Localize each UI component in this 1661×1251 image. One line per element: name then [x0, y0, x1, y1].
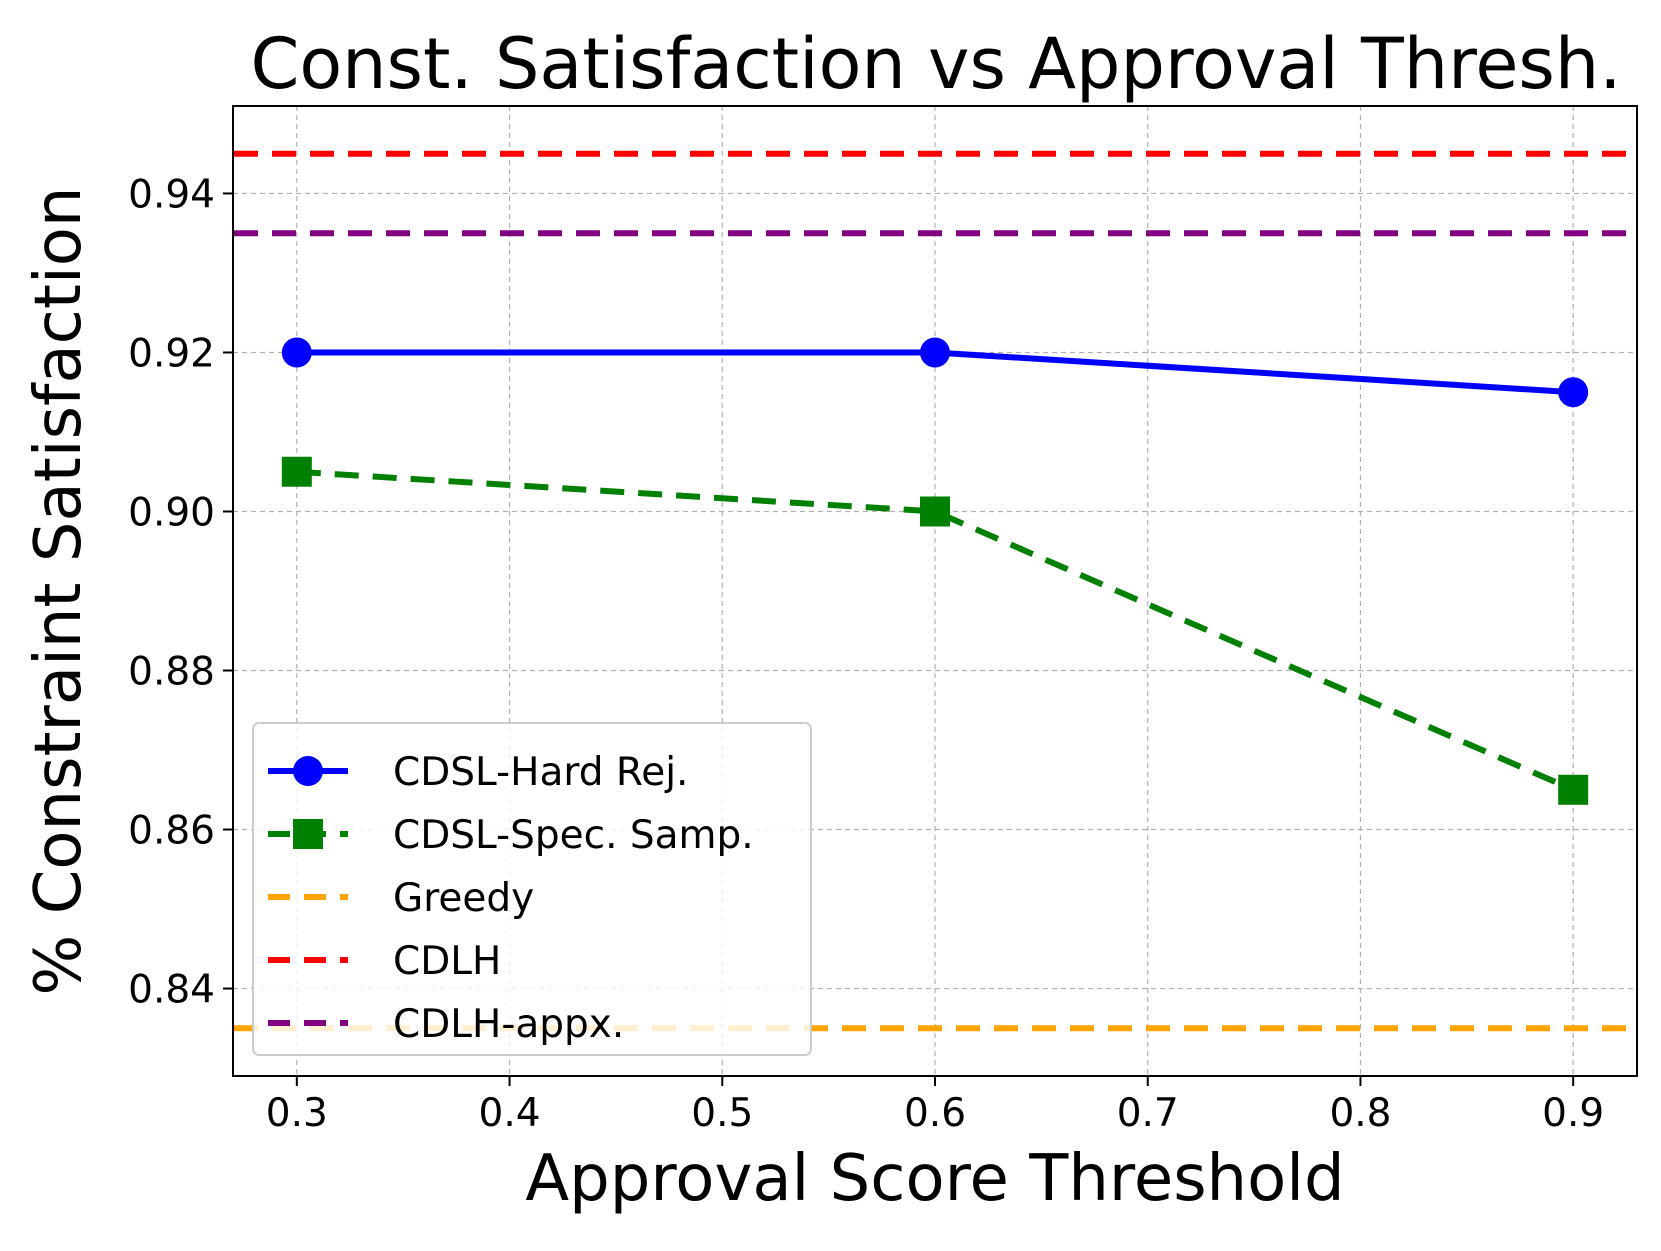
y-tick-label: 0.86 [128, 809, 215, 854]
x-axis-label: Approval Score Threshold [525, 1142, 1344, 1216]
x-tick-label: 0.5 [691, 1091, 753, 1136]
data-point-cdsl-hard-rej [920, 337, 950, 368]
y-tick-label: 0.94 [128, 172, 215, 217]
legend-item-greedy: Greedy [268, 876, 534, 921]
x-tick-label: 0.8 [1329, 1091, 1391, 1136]
x-tick-label: 0.9 [1542, 1091, 1604, 1136]
y-axis-ticks: 0.84 0.86 0.88 0.90 0.92 0.94 [128, 172, 233, 1013]
x-tick-label: 0.4 [479, 1091, 541, 1136]
legend-label: CDLH-appx. [393, 1002, 624, 1047]
legend-label: CDSL-Hard Rej. [393, 750, 688, 795]
y-tick-label: 0.92 [128, 331, 215, 376]
chart-title: Const. Satisfaction vs Approval Thresh. [250, 23, 1621, 105]
legend: CDSL-Hard Rej. CDSL-Spec. Samp. Greedy CDLH… [252, 722, 812, 1056]
legend-item-cdsl-spec-samp: CDSL-Spec. Samp. [268, 813, 754, 858]
x-axis-ticks: 0.3 0.4 0.5 0.6 0.7 0.8 0.9 [266, 1076, 1604, 1136]
x-tick-label: 0.6 [904, 1091, 966, 1136]
legend-item-cdlh-appx: CDLH-appx. [268, 1002, 624, 1047]
legend-item-cdsl-hard-rej: CDSL-Hard Rej. [268, 750, 688, 795]
legend-label: CDSL-Spec. Samp. [393, 813, 754, 858]
y-axis-label: % Constraint Satisfaction [22, 187, 96, 996]
data-point-cdsl-hard-rej [281, 337, 312, 368]
legend-label: CDLH [393, 939, 501, 984]
y-tick-label: 0.84 [128, 968, 215, 1013]
data-point-cdsl-hard-rej [1558, 377, 1589, 408]
y-tick-label: 0.88 [128, 650, 215, 695]
legend-marker [293, 819, 323, 849]
data-point-cdsl-spec-samp [281, 456, 312, 487]
legend-marker [293, 756, 323, 786]
data-point-cdsl-spec-samp [920, 496, 950, 527]
legend-box [252, 722, 812, 1056]
x-tick-label: 0.7 [1117, 1091, 1179, 1136]
series-line-cdsl-spec-samp [296, 468, 1575, 793]
data-point-cdsl-spec-samp [1558, 774, 1589, 805]
y-tick-label: 0.90 [128, 490, 215, 535]
x-tick-label: 0.3 [266, 1091, 328, 1136]
legend-label: Greedy [393, 876, 534, 921]
legend-item-cdlh: CDLH [268, 939, 501, 984]
